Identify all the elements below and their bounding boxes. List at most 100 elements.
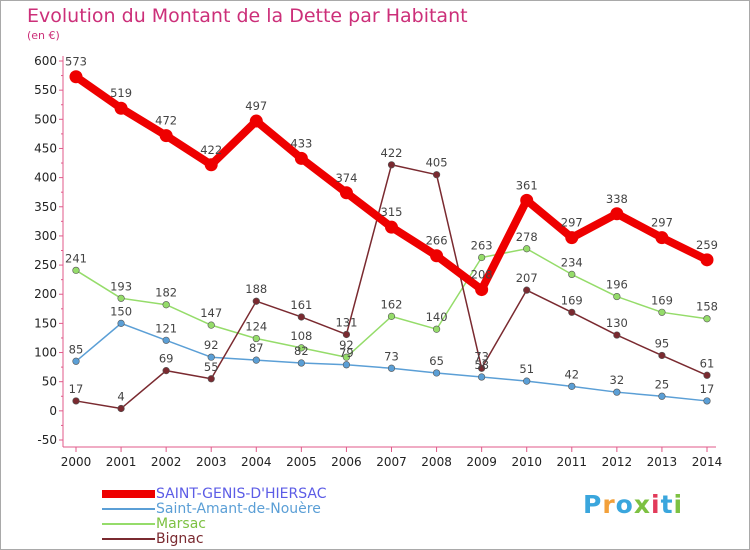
data-label: 169 [651,293,673,307]
x-tick-label: 2008 [421,455,452,469]
data-point [432,171,441,179]
data-label: 278 [516,230,538,244]
data-label: 374 [335,171,357,185]
data-point [297,313,305,321]
data-label: 4 [117,390,124,404]
x-tick-label: 2009 [466,455,497,469]
data-label: 263 [471,238,493,252]
legend-label: Marsac [156,516,206,532]
data-point [523,286,531,294]
data-point [339,186,353,200]
legend-label: Bignac [156,531,204,547]
data-point [162,336,170,344]
data-label: 82 [294,344,309,358]
logo-letter: o [615,490,634,519]
data-point [432,369,441,377]
data-label: 73 [474,349,489,363]
legend-swatch [102,490,155,498]
data-label: 65 [429,354,444,368]
series-line [72,72,711,294]
data-point [204,158,218,172]
logo-letter: i [651,490,661,519]
legend-swatch [102,523,155,525]
x-tick-label: 2001 [106,455,137,469]
y-tick-label: 300 [34,229,57,243]
data-point [342,330,351,339]
data-label: 124 [245,320,267,334]
data-point [162,367,170,375]
y-tick-label: 400 [34,171,57,185]
data-point [117,294,125,302]
data-point [613,388,621,396]
x-tick-label: 2007 [376,455,407,469]
data-point [162,301,170,309]
data-point [565,231,579,245]
data-label: 472 [155,114,177,128]
legend-label: Saint-Amant-de-Nouère [156,501,321,517]
logo-letter: t [660,490,674,519]
data-label: 405 [426,156,448,170]
y-tick-label: 350 [34,200,57,214]
x-tick-label: 2012 [602,455,633,469]
data-point [703,371,711,379]
x-tick-label: 2004 [241,455,272,469]
data-label: 422 [381,146,403,160]
data-point [249,114,263,128]
data-point [658,308,666,316]
data-point [387,161,396,169]
x-tick-label: 2003 [196,455,227,469]
data-label: 95 [655,336,670,350]
y-tick-label: 450 [34,141,57,155]
y-tick-label: 100 [34,346,57,360]
data-point [69,70,83,84]
data-point [523,377,531,385]
data-label: 32 [610,373,625,387]
data-point [523,245,531,253]
data-label: 158 [696,300,718,314]
chart-subtitle: (en €) [27,29,60,42]
data-label: 241 [65,251,87,265]
data-label: 162 [381,297,403,311]
data-label: 433 [290,136,312,150]
data-point [114,101,128,115]
data-point [520,193,534,207]
y-tick-label: -50 [37,433,57,447]
data-label: 61 [700,356,715,370]
data-label: 147 [200,306,222,320]
data-point [252,334,260,343]
data-point [207,375,215,383]
x-tick-label: 2014 [692,455,723,469]
data-point [252,297,260,305]
data-label: 87 [249,341,264,355]
y-tick-label: 0 [49,404,57,418]
data-label: 188 [245,282,267,296]
data-label: 25 [655,377,670,391]
data-label: 51 [519,362,534,376]
data-point [387,312,396,320]
data-point [658,392,666,400]
y-tick-label: 150 [34,316,57,330]
x-tick-label: 2002 [151,455,182,469]
data-point [658,351,666,360]
data-label: 79 [339,346,354,360]
x-tick-label: 2000 [61,455,92,469]
data-point [568,382,576,390]
logo-letter: i [673,490,684,519]
y-tick-label: 600 [34,54,57,68]
logo-letter: P [583,490,603,519]
data-point [478,253,486,262]
data-point [655,231,669,245]
data-point [72,397,80,405]
data-label: 259 [696,238,718,252]
data-label: 196 [606,278,628,292]
y-tick-label: 500 [34,112,57,126]
data-label: 297 [561,216,583,230]
data-label: 42 [564,367,579,381]
data-point [159,129,173,143]
data-point [207,321,215,329]
data-label: 182 [155,286,177,300]
data-point [72,357,80,365]
data-label: 150 [110,304,132,318]
